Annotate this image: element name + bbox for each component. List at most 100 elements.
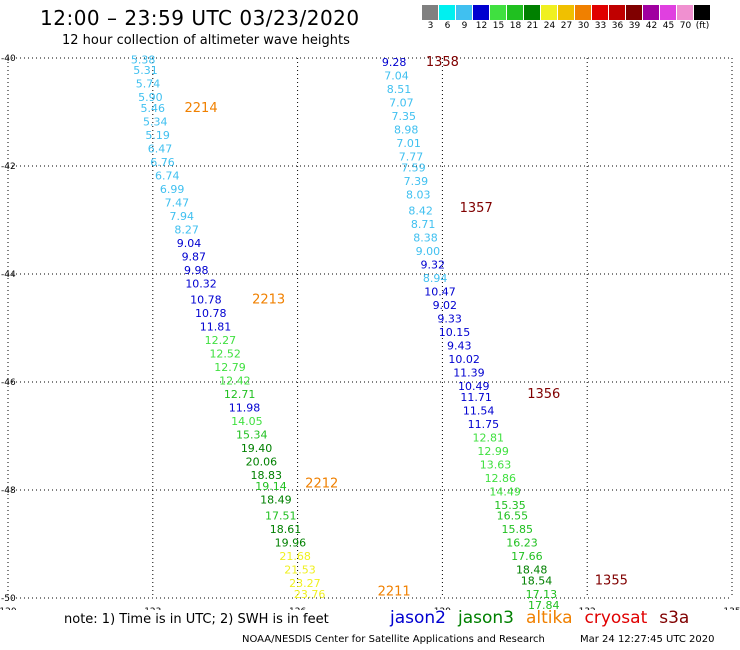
wave-height-value: 5.90 <box>138 91 163 104</box>
pass-number-label: 2214 <box>185 101 218 116</box>
legend-label: 42 <box>645 21 658 31</box>
y-tick-label: -46 <box>1 378 16 388</box>
wave-height-value: 15.85 <box>501 523 533 536</box>
wave-height-value: 12.52 <box>209 348 241 361</box>
wave-height-value: 6.76 <box>150 156 175 169</box>
legend-swatch <box>592 5 609 20</box>
y-tick-label: -40 <box>1 54 16 64</box>
wave-height-value: 7.94 <box>170 210 195 223</box>
legend-swatch <box>456 5 473 20</box>
x-tick-label: 120 <box>0 607 17 610</box>
wave-height-value: 9.43 <box>447 340 472 353</box>
x-tick-label: 132 <box>579 607 596 610</box>
wave-height-value: 7.04 <box>384 70 409 83</box>
wave-height-value: 11.54 <box>463 404 495 417</box>
wave-height-value: 7.59 <box>401 161 426 174</box>
wave-height-value: 14.49 <box>489 485 521 498</box>
pass-number-label: 2212 <box>305 476 338 491</box>
legend-swatch <box>490 5 507 20</box>
legend-swatch <box>541 5 558 20</box>
wave-height-value: 23.27 <box>289 577 321 590</box>
wave-height-value: 11.75 <box>468 418 500 431</box>
legend-label: 27 <box>560 21 573 31</box>
wave-height-value: 16.55 <box>497 510 529 523</box>
legend-label: 21 <box>526 21 539 31</box>
wave-height-value: 9.87 <box>182 251 207 264</box>
wave-height-value: 12.81 <box>473 431 505 444</box>
color-legend-bar <box>422 5 711 20</box>
satellite-name: s3a <box>659 608 690 628</box>
legend-swatch <box>660 5 677 20</box>
wave-height-value: 11.39 <box>453 367 485 380</box>
wave-height-map: 120 123 126 129 132 135 -40 -42 -44 -46 -48 -50 5.3… <box>0 53 740 610</box>
satellite-name: altika <box>526 608 573 628</box>
wave-height-value: 10.47 <box>424 286 456 299</box>
y-tick-label: -48 <box>1 486 16 496</box>
legend-swatch <box>473 5 490 20</box>
pass-number-label: 1355 <box>595 574 628 589</box>
legend-swatch <box>507 5 524 20</box>
wave-height-value: 5.31 <box>133 64 158 77</box>
wave-height-value: 12.86 <box>485 472 517 485</box>
wave-height-value: 12.71 <box>224 388 256 401</box>
satellite-name: jason3 <box>458 608 514 628</box>
altimeter-tracks: 5.385.315.745.905.465.345.196.476.766.74… <box>131 53 628 610</box>
wave-height-value: 8.42 <box>408 205 433 218</box>
wave-height-value: 6.99 <box>160 183 185 196</box>
wave-height-value: 5.38 <box>131 53 156 66</box>
wave-height-value: 6.47 <box>148 143 173 156</box>
satellite-name: cryosat <box>584 608 648 628</box>
wave-height-value: 21.68 <box>279 550 311 563</box>
legend-swatch <box>558 5 575 20</box>
wave-height-value: 7.77 <box>399 151 424 164</box>
footer-note: note: 1) Time is in UTC; 2) SWH is in fe… <box>64 612 329 627</box>
wave-height-value: 10.78 <box>195 307 227 320</box>
wave-height-value: 19.96 <box>275 537 307 550</box>
y-tick-label: -42 <box>1 162 16 172</box>
wave-height-value: 21.53 <box>284 564 316 577</box>
legend-label: 39 <box>628 21 641 31</box>
wave-height-value: 17.13 <box>526 588 558 601</box>
wave-height-value: 9.04 <box>177 237 202 250</box>
legend-label: 6 <box>444 21 451 31</box>
wave-height-value: 7.39 <box>404 175 429 188</box>
pass-number-label: 1358 <box>426 55 459 70</box>
wave-height-value: 9.33 <box>437 313 462 326</box>
wave-height-value: 5.34 <box>143 116 168 129</box>
wave-height-value: 18.83 <box>250 469 282 482</box>
wave-height-value: 5.19 <box>145 129 170 142</box>
wave-height-value: 11.71 <box>460 391 492 404</box>
legend-swatch <box>439 5 456 20</box>
wave-height-value: 23.76 <box>294 588 326 601</box>
pass-number-label: 1356 <box>527 387 560 402</box>
wave-height-value: 7.47 <box>165 197 190 210</box>
wave-height-value: 10.32 <box>185 278 217 291</box>
legend-swatch <box>575 5 592 20</box>
wave-height-value: 13.63 <box>480 458 512 471</box>
wave-height-value: 20.06 <box>246 456 278 469</box>
wave-height-value: 18.61 <box>270 523 302 536</box>
wave-height-value: 15.34 <box>236 429 268 442</box>
wave-height-value: 17.84 <box>528 599 560 610</box>
wave-height-value: 8.98 <box>394 124 419 137</box>
chart-title: 12:00 – 23:59 UTC 03/23/2020 <box>40 6 360 30</box>
wave-height-value: 12.27 <box>205 334 237 347</box>
color-legend-labels: 3 6 9 12 15 18 21 24 27 30 33 36 39 42 45 70 (ft) <box>422 21 711 31</box>
wave-height-value: 8.51 <box>387 83 412 96</box>
legend-label: 24 <box>543 21 556 31</box>
wave-height-value: 14.05 <box>231 415 263 428</box>
legend-swatch <box>694 5 711 20</box>
wave-height-value: 7.35 <box>392 110 417 123</box>
chart-subtitle: 12 hour collection of altimeter wave hei… <box>62 33 350 48</box>
legend-swatch <box>422 5 439 20</box>
wave-height-value: 16.23 <box>506 537 538 550</box>
x-tick-label: 135 <box>723 607 740 610</box>
satellite-legend: jason2 jason3 altika cryosat s3a <box>390 608 701 628</box>
wave-height-value: 8.38 <box>413 232 438 245</box>
legend-label: 3 <box>427 21 434 31</box>
wave-height-value: 18.49 <box>260 494 292 507</box>
wave-height-value: 8.94 <box>423 272 448 285</box>
wave-height-value: 19.40 <box>241 442 273 455</box>
wave-height-value: 12.79 <box>214 361 246 374</box>
x-tick-label: 123 <box>144 607 161 610</box>
